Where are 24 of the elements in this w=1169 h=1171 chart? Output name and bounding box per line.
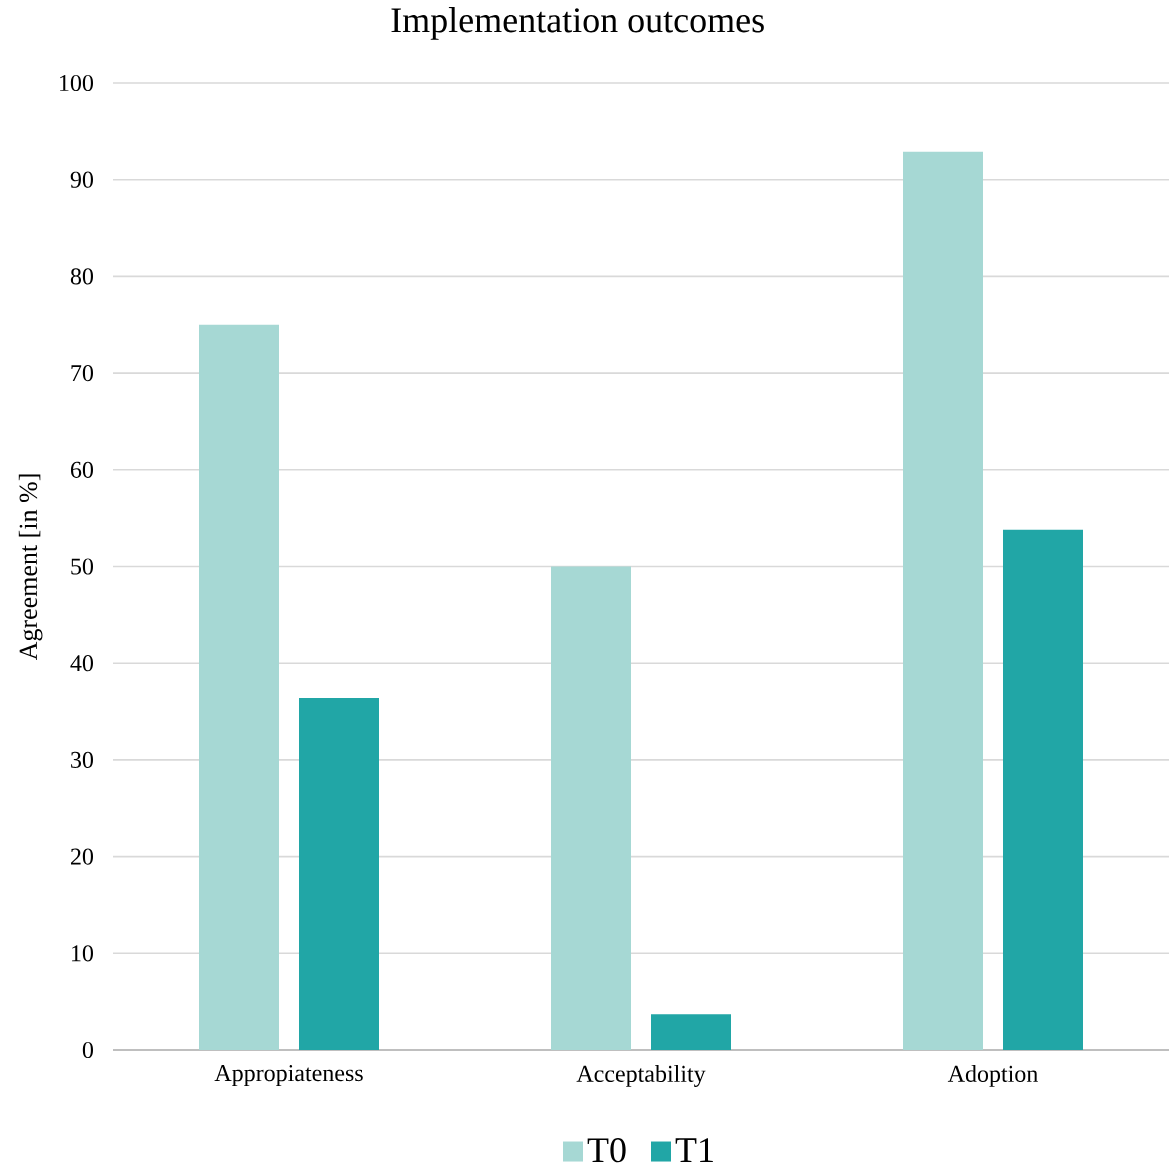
legend-label: T0 [587, 1138, 626, 1163]
y-tick-label: 0 [82, 1041, 94, 1059]
y-axis-title: Agreement [in %] [18, 474, 43, 661]
bar [551, 566, 631, 1050]
y-tick-label: 50 [71, 558, 94, 575]
bar [1003, 529, 1083, 1050]
y-tick-label: 30 [71, 751, 94, 768]
bar [903, 151, 983, 1050]
y-tick-label: 90 [70, 171, 94, 188]
y-tick-label: 10 [72, 945, 94, 962]
x-tick-label: Adoption [947, 1065, 1038, 1087]
y-tick-label: 100 [60, 74, 94, 92]
bar [651, 1014, 731, 1050]
legend-label: T1 [675, 1138, 713, 1162]
y-tick-label: 80 [70, 268, 94, 285]
x-tick-label: Appropiateness [214, 1065, 363, 1087]
y-tick-label: 70 [71, 364, 94, 382]
chart-title: Implementation outcomes [391, 7, 764, 40]
y-tick-label: 60 [70, 461, 94, 478]
bar [299, 698, 379, 1050]
bar [199, 324, 279, 1050]
x-tick-label: Acceptability [576, 1065, 706, 1087]
y-tick-label: 20 [71, 848, 94, 865]
y-tick-label: 40 [70, 655, 94, 672]
